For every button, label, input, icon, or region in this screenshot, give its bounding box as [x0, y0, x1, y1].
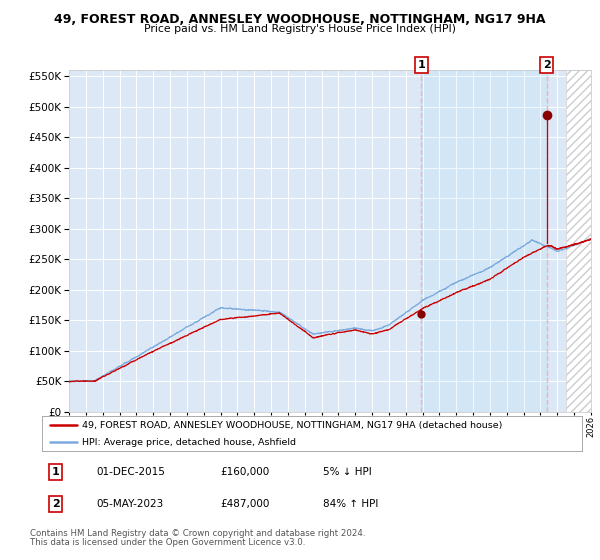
Text: £487,000: £487,000 — [220, 499, 269, 509]
Text: 84% ↑ HPI: 84% ↑ HPI — [323, 499, 378, 509]
Text: 1: 1 — [52, 466, 59, 477]
Text: 1: 1 — [418, 60, 425, 70]
Text: 2: 2 — [52, 499, 59, 509]
Text: Contains HM Land Registry data © Crown copyright and database right 2024.: Contains HM Land Registry data © Crown c… — [30, 529, 365, 538]
Text: HPI: Average price, detached house, Ashfield: HPI: Average price, detached house, Ashf… — [83, 437, 296, 447]
Text: This data is licensed under the Open Government Licence v3.0.: This data is licensed under the Open Gov… — [30, 538, 305, 547]
Text: 05-MAY-2023: 05-MAY-2023 — [96, 499, 163, 509]
Text: 5% ↓ HPI: 5% ↓ HPI — [323, 466, 371, 477]
Text: 2: 2 — [543, 60, 551, 70]
Text: £160,000: £160,000 — [220, 466, 269, 477]
Text: 49, FOREST ROAD, ANNESLEY WOODHOUSE, NOTTINGHAM, NG17 9HA: 49, FOREST ROAD, ANNESLEY WOODHOUSE, NOT… — [54, 13, 546, 26]
Text: Price paid vs. HM Land Registry's House Price Index (HPI): Price paid vs. HM Land Registry's House … — [144, 24, 456, 34]
Text: 49, FOREST ROAD, ANNESLEY WOODHOUSE, NOTTINGHAM, NG17 9HA (detached house): 49, FOREST ROAD, ANNESLEY WOODHOUSE, NOT… — [83, 421, 503, 430]
Text: 01-DEC-2015: 01-DEC-2015 — [96, 466, 165, 477]
Bar — [421, 70, 547, 412]
